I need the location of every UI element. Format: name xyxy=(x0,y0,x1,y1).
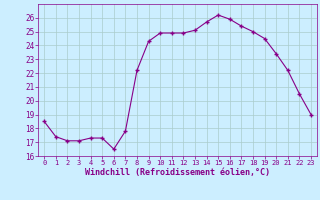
X-axis label: Windchill (Refroidissement éolien,°C): Windchill (Refroidissement éolien,°C) xyxy=(85,168,270,177)
